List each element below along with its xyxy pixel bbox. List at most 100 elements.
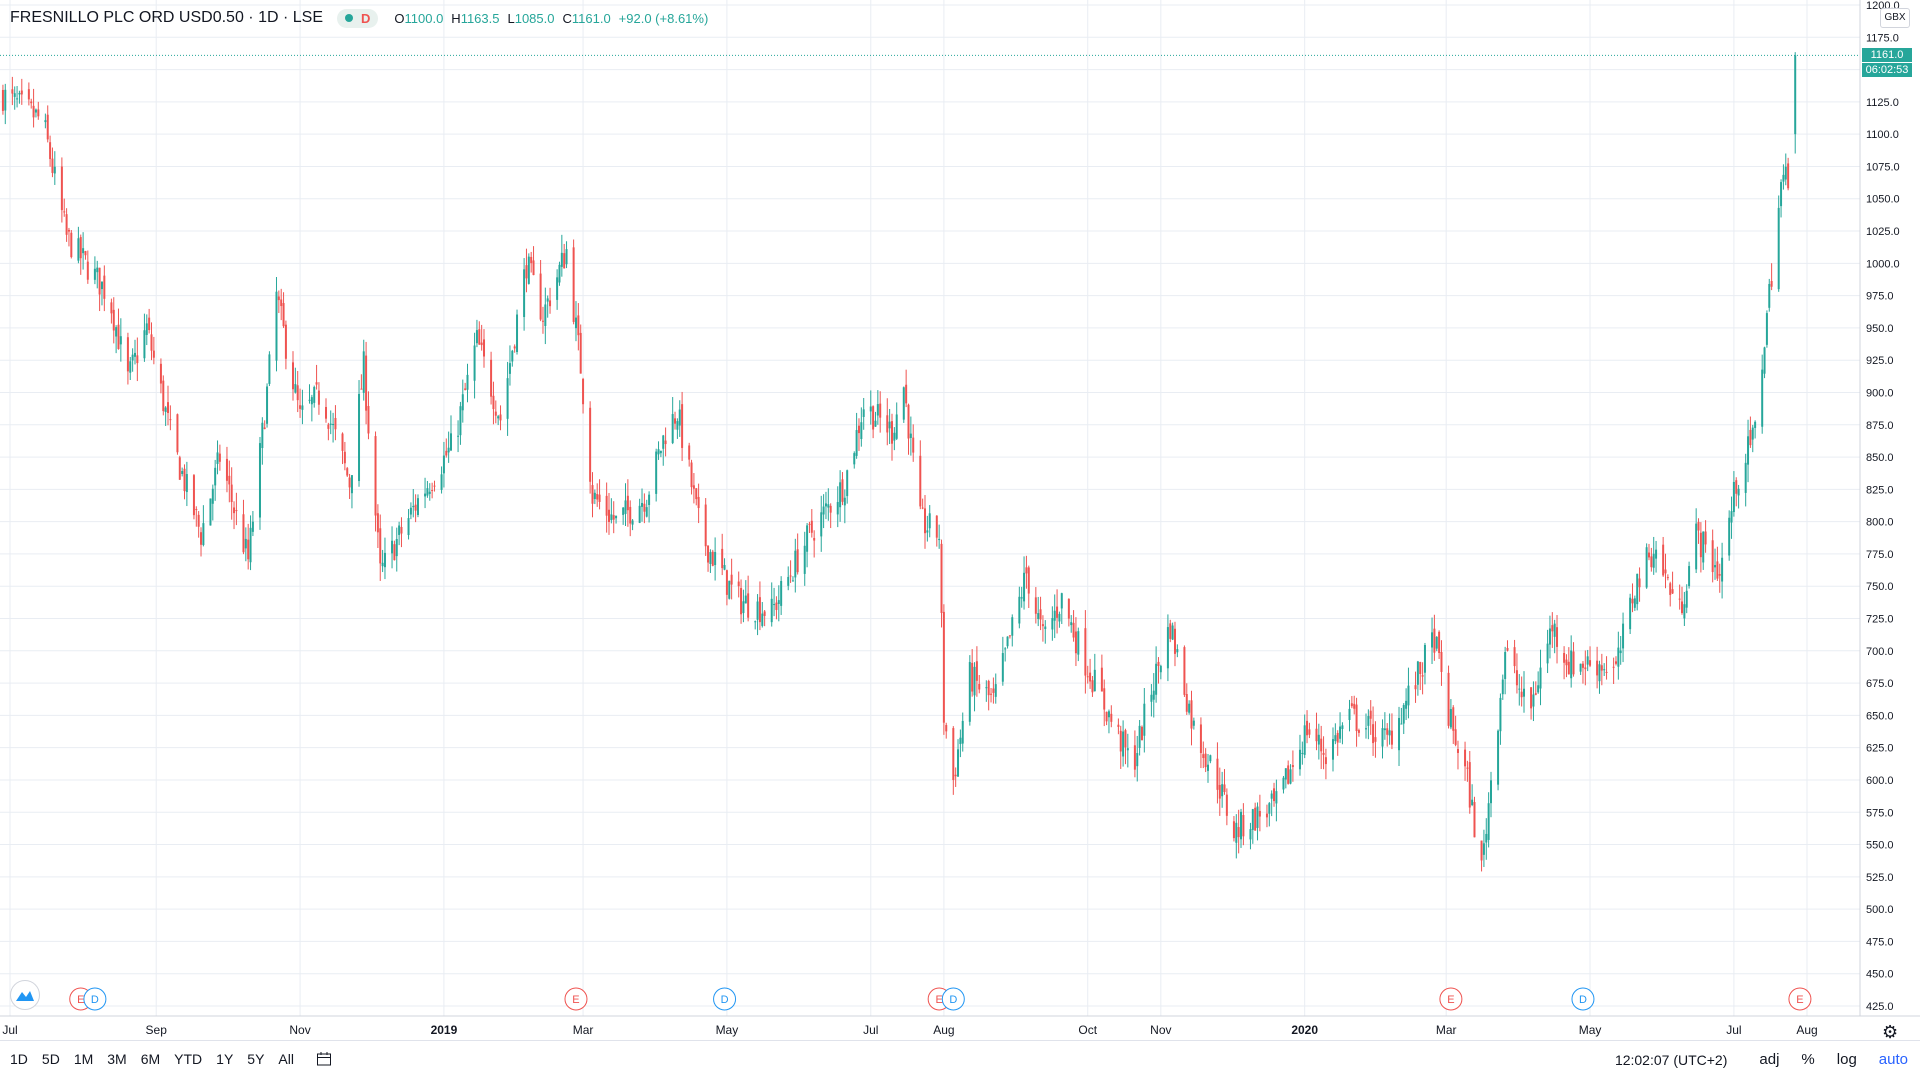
currency-badge[interactable]: GBX bbox=[1880, 8, 1910, 28]
candle-body bbox=[1270, 793, 1273, 799]
candle-body bbox=[657, 449, 660, 455]
market-status-pill[interactable]: D bbox=[336, 8, 379, 28]
candle-body bbox=[310, 397, 313, 405]
candle-body bbox=[381, 562, 384, 567]
range-5y-button[interactable]: 5Y bbox=[247, 1051, 265, 1067]
candle-body bbox=[959, 737, 962, 745]
candle-body bbox=[445, 450, 448, 456]
price-axis[interactable]: 1200.01175.01150.01125.01100.01075.01050… bbox=[1866, 0, 1900, 1013]
candle-body bbox=[1152, 690, 1155, 700]
candle-body bbox=[622, 507, 625, 515]
candle-body bbox=[1473, 802, 1476, 838]
candle-body bbox=[888, 421, 891, 429]
time-tick-label: 2019 bbox=[431, 1023, 458, 1037]
candle-body bbox=[582, 378, 585, 405]
candle-body bbox=[1586, 656, 1589, 665]
candle-body bbox=[280, 299, 283, 307]
candle-body bbox=[721, 548, 724, 569]
candle-body bbox=[886, 415, 889, 433]
price-tick-label: 525.0 bbox=[1866, 872, 1894, 884]
candle-body bbox=[839, 482, 842, 508]
candle-body bbox=[1334, 735, 1337, 742]
candle-body bbox=[346, 468, 349, 476]
candle-body bbox=[1423, 644, 1426, 673]
log-toggle[interactable]: log bbox=[1836, 1051, 1857, 1068]
candle-body bbox=[169, 419, 172, 421]
candle-body bbox=[513, 346, 516, 349]
candle-body bbox=[1744, 462, 1747, 493]
candle-body bbox=[1678, 598, 1681, 600]
range-5d-button[interactable]: 5D bbox=[41, 1051, 60, 1067]
symbol-title[interactable]: FRESNILLO PLC ORD USD0.50 · 1D · LSE bbox=[10, 9, 323, 26]
earnings-marker[interactable]: E bbox=[1439, 987, 1463, 1011]
candle-body bbox=[1207, 764, 1209, 771]
range-3m-button[interactable]: 3M bbox=[107, 1051, 127, 1067]
auto-scale-toggle[interactable]: auto bbox=[1878, 1051, 1908, 1068]
candle-body bbox=[1004, 648, 1007, 650]
range-1d-button[interactable]: 1D bbox=[10, 1051, 28, 1067]
candle-body bbox=[216, 452, 219, 464]
dividend-marker[interactable]: D bbox=[83, 987, 107, 1011]
candle-body bbox=[1589, 660, 1592, 666]
chart-settings-gear-icon[interactable]: ⚙ bbox=[1882, 1022, 1899, 1042]
goto-date-calendar-icon[interactable] bbox=[316, 1051, 332, 1072]
candle-body bbox=[754, 621, 757, 623]
range-ytd-button[interactable]: YTD bbox=[174, 1051, 203, 1067]
candle-body bbox=[1650, 556, 1653, 568]
candle-body bbox=[1614, 661, 1617, 664]
candle-body bbox=[1556, 627, 1559, 647]
candle-body bbox=[233, 507, 236, 514]
price-tick-label: 1000.0 bbox=[1866, 258, 1900, 270]
dividend-marker[interactable]: D bbox=[1571, 987, 1595, 1011]
chart-legend: FRESNILLO PLC ORD USD0.50 · 1D · LSE D O… bbox=[10, 8, 708, 28]
dividend-marker[interactable]: D bbox=[713, 987, 737, 1011]
open-label: O bbox=[394, 10, 405, 26]
candle-body bbox=[626, 495, 629, 511]
candle-body bbox=[1381, 728, 1384, 747]
candle-body bbox=[1357, 730, 1360, 733]
candle-body bbox=[1001, 653, 1004, 682]
candle-body bbox=[20, 90, 23, 95]
candle-body bbox=[60, 166, 63, 211]
earnings-marker[interactable]: E bbox=[1788, 987, 1812, 1011]
candle-body bbox=[692, 485, 695, 489]
candle-body bbox=[65, 214, 68, 235]
candle-body bbox=[13, 93, 16, 97]
candle-body bbox=[822, 506, 825, 515]
open-value: 1100.0 bbox=[404, 10, 444, 26]
tradingview-logo-icon[interactable] bbox=[10, 980, 40, 1010]
candle-body bbox=[902, 387, 905, 420]
candle-body bbox=[202, 523, 205, 546]
candle-body bbox=[1513, 647, 1516, 667]
candle-body bbox=[164, 407, 167, 413]
candle-body bbox=[1600, 665, 1603, 671]
candle-body bbox=[266, 386, 269, 424]
candle-body bbox=[277, 296, 280, 301]
candle-body bbox=[589, 407, 592, 482]
candle-body bbox=[1249, 829, 1252, 840]
candle-body bbox=[84, 251, 87, 256]
candle-body bbox=[869, 406, 872, 412]
candle-body bbox=[841, 479, 844, 502]
percent-toggle[interactable]: % bbox=[1801, 1051, 1815, 1068]
range-all-button[interactable]: All bbox=[278, 1051, 294, 1067]
earnings-marker[interactable]: E bbox=[564, 987, 588, 1011]
candle-body bbox=[1225, 794, 1228, 816]
price-tick-label: 700.0 bbox=[1866, 646, 1894, 658]
candle-body bbox=[591, 485, 594, 504]
candle-body bbox=[461, 394, 464, 411]
candle-body bbox=[664, 440, 667, 445]
adj-toggle[interactable]: adj bbox=[1759, 1051, 1780, 1068]
range-1y-button[interactable]: 1Y bbox=[216, 1051, 234, 1067]
candle-body bbox=[1480, 840, 1483, 861]
candle-body bbox=[725, 570, 728, 595]
range-6m-button[interactable]: 6M bbox=[140, 1051, 161, 1067]
range-1m-button[interactable]: 1M bbox=[73, 1051, 94, 1067]
price-tick-label: 775.0 bbox=[1866, 549, 1894, 561]
time-axis[interactable]: Jul Sep Nov 2019 Mar May Jul Aug Oct Nov 2020 Mar Ma… bbox=[2, 1023, 1817, 1037]
candle-body bbox=[374, 436, 377, 516]
candle-body bbox=[103, 275, 106, 299]
dividend-marker[interactable]: D bbox=[941, 987, 965, 1011]
clock-timezone[interactable]: 12:02:07 (UTC+2) bbox=[1614, 1051, 1728, 1068]
